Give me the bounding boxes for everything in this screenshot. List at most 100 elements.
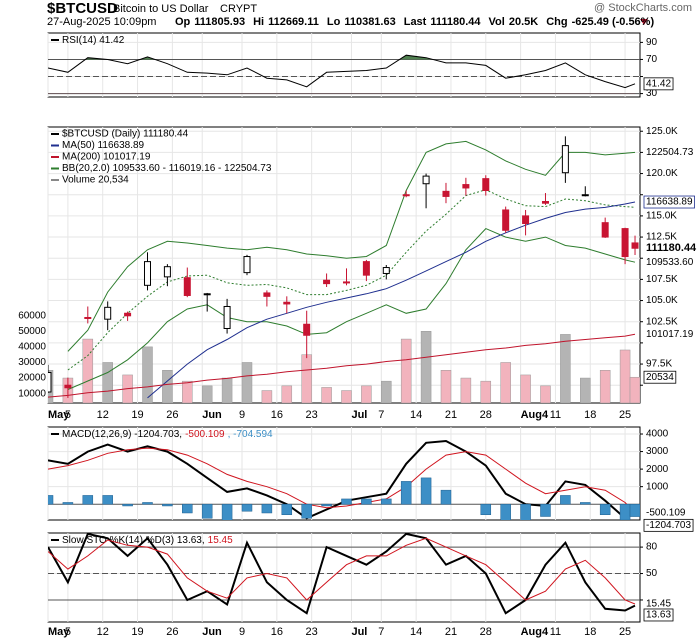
legend-entry: MACD(12,26,9) -1204.703, [62, 429, 182, 440]
x-tick-label: 14 [410, 626, 422, 638]
x-tick-label: 11 [550, 626, 561, 638]
x-tick-label: 21 [445, 626, 457, 638]
x-tick-label: 7 [378, 409, 384, 421]
candle-body [382, 267, 390, 274]
histogram-bar [122, 503, 133, 507]
exchange: CRYPT [220, 3, 257, 15]
candle-body [223, 305, 231, 329]
end-label: 122504.73 [646, 147, 694, 158]
volume-bar [520, 374, 531, 403]
quote-value: 111180.44 [430, 16, 481, 28]
x-tick-label: 12 [97, 409, 109, 421]
end-label: 20534 [646, 372, 674, 383]
x-tick-label: May [48, 626, 70, 638]
end-label: 41.42 [646, 78, 671, 89]
histogram-bar [62, 502, 74, 505]
symbol-name: Bitcoin to US Dollar [113, 3, 209, 15]
end-label: 116638.89 [646, 197, 693, 208]
x-tick-label: Jul [351, 409, 367, 421]
candle-body [48, 372, 52, 393]
quote-field: Vol 20.5K [489, 16, 539, 28]
histogram-bar [241, 503, 253, 512]
end-label-box [643, 518, 694, 532]
indicator-line [48, 447, 636, 514]
legend-swatch [51, 133, 59, 135]
volume-bar [619, 349, 631, 403]
volume-bar [102, 362, 113, 403]
candle-body [64, 384, 72, 389]
candle-body [621, 228, 629, 258]
x-tick-label: May [48, 409, 70, 421]
datetime: 27-Aug-2025 10:09pm [47, 16, 156, 28]
x-tick-label: 16 [271, 409, 283, 421]
legend-entry: , -704.594 [228, 429, 273, 440]
legend-entry: RSI(14) 41.42 [62, 35, 125, 46]
x-tick-label: 12 [97, 626, 109, 638]
candle-body [631, 242, 639, 249]
volume-tick-label: 60000 [18, 310, 46, 321]
candle-body [342, 281, 350, 284]
y-tick-label: 97.5K [646, 359, 672, 370]
x-tick-label: 23 [306, 626, 318, 638]
quote-label: Vol [489, 16, 505, 28]
moving-average [147, 201, 636, 399]
volume-bar [361, 385, 372, 403]
y-tick-label: 102.5K [646, 316, 678, 327]
bb-lower [67, 228, 636, 390]
bb-upper [67, 140, 636, 352]
candle-body [462, 184, 470, 189]
candle-body [84, 316, 92, 319]
y-tick-label: 112.5K [646, 232, 677, 243]
histogram-bar [440, 489, 452, 505]
y-tick-label: 105.0K [646, 295, 678, 306]
quote-field: Lo 110381.63 [327, 16, 396, 28]
candle-body [541, 201, 549, 204]
panel-frame [47, 32, 641, 98]
quote-field: Op 111805.93 [175, 16, 245, 28]
candle-body [581, 194, 589, 197]
down-arrow [640, 19, 648, 25]
x-tick-label: 5 [65, 409, 71, 421]
x-tick-label: 28 [480, 626, 492, 638]
histogram-bar [629, 503, 640, 517]
volume-bar [500, 362, 511, 403]
quote-label: Hi [253, 16, 264, 28]
volume-bar [460, 377, 472, 403]
histogram-bar [480, 503, 492, 515]
volume-bar [281, 385, 293, 403]
end-label: -500.109 [646, 508, 686, 519]
rsi-fill [48, 93, 636, 94]
volume-bar [321, 387, 332, 403]
volume-bar [440, 370, 452, 403]
volume-tick-label: 50000 [18, 326, 46, 337]
histogram-bar [341, 498, 352, 505]
volume-bar [381, 380, 392, 403]
x-tick-label: 16 [271, 626, 283, 638]
legend-entry: Slow STO %K(14) %D(3) 13.63, [62, 535, 205, 546]
end-label: 101017.19 [646, 329, 694, 340]
candle-body [402, 194, 410, 197]
volume-tick-label: 20000 [18, 373, 46, 384]
volume-tick-label: 40000 [18, 342, 46, 353]
quote-value: -625.49 (-0.56%) [572, 16, 655, 28]
y-tick-label: 3000 [646, 446, 669, 457]
volume-bar [182, 380, 193, 403]
volume-bar [162, 370, 173, 403]
histogram-bar [560, 495, 571, 505]
end-label: -1204.703 [646, 520, 691, 531]
candle-body [303, 323, 311, 336]
symbol: $BTCUSD [47, 0, 118, 17]
volume-tick-label: 30000 [18, 357, 46, 368]
candle-body [442, 190, 450, 197]
x-tick-label: 9 [239, 409, 245, 421]
legend-entry: 15.45 [208, 535, 233, 546]
candle-body [362, 261, 370, 276]
y-tick-label: 50 [646, 568, 658, 579]
histogram-bar [221, 503, 233, 520]
x-tick-label: 28 [480, 409, 492, 421]
x-tick-label: 5 [65, 626, 71, 638]
x-tick-label: Aug4 [521, 626, 549, 638]
end-label: 13.63 [646, 610, 671, 621]
histogram-bar [182, 503, 193, 514]
legend-entry: MA(50) 116638.89 [62, 140, 145, 151]
